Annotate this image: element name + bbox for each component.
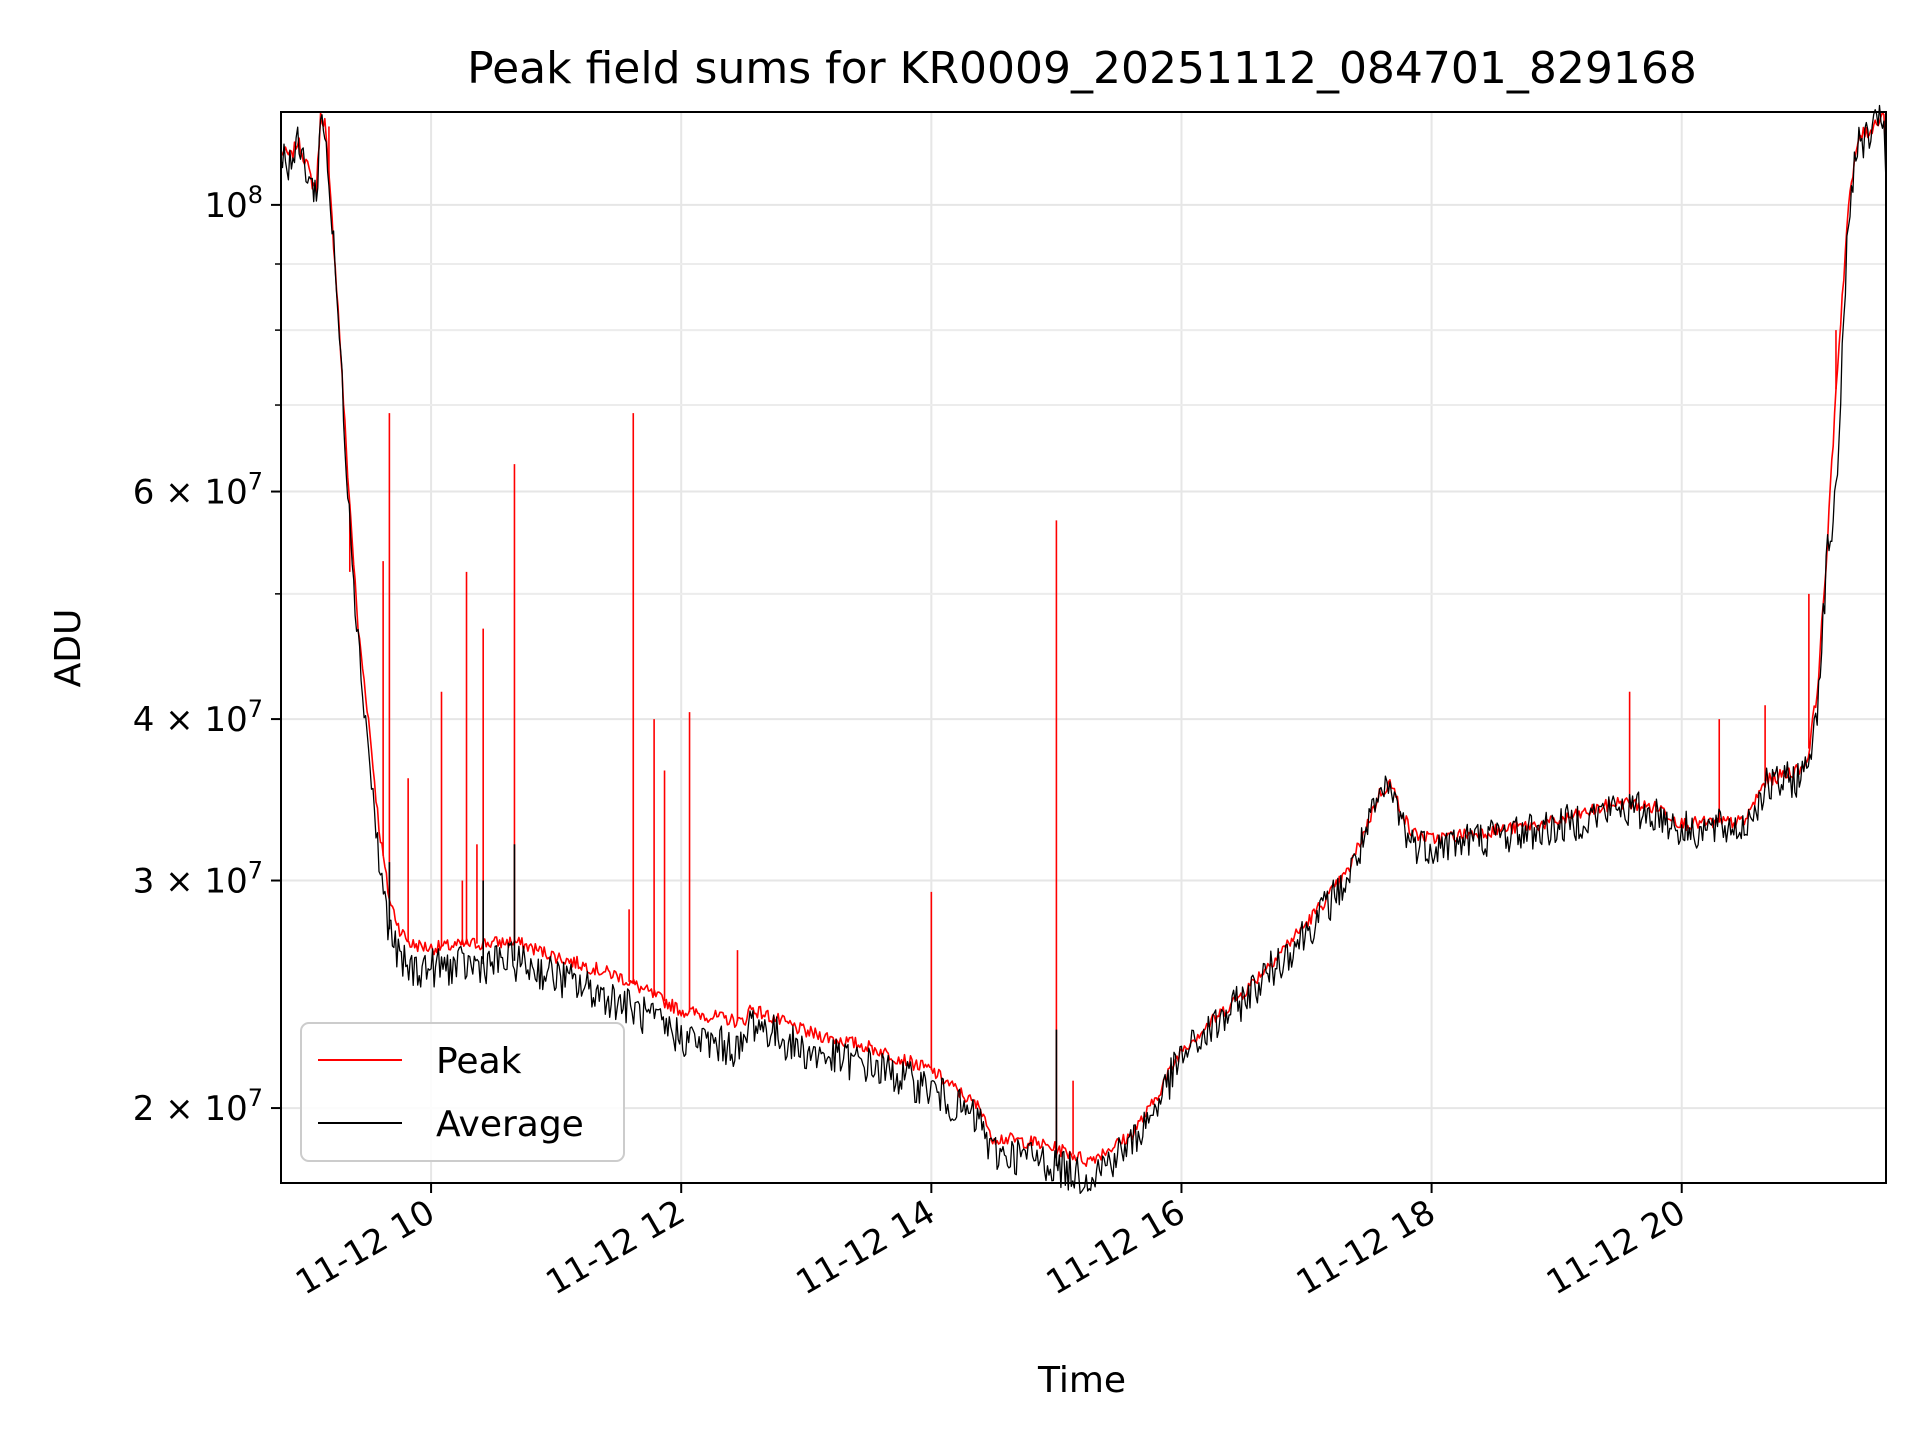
chart-title: Peak field sums for KR0009_20251112_0847… <box>467 43 1697 94</box>
y-axis-label: ADU <box>48 609 89 688</box>
series-line-average <box>280 104 1887 1195</box>
grid <box>281 112 1886 1183</box>
y-tick-label: 4 × 107 <box>133 695 263 740</box>
legend: Peak Average <box>300 1022 625 1162</box>
legend-peak-label: Peak <box>436 1041 522 1082</box>
series-line-peak <box>280 111 1887 1167</box>
legend-box <box>300 1022 625 1162</box>
y-tick-label: 3 × 107 <box>133 857 263 902</box>
y-tick-label: 2 × 107 <box>133 1084 263 1129</box>
x-axis-label: Time <box>1037 1360 1126 1401</box>
legend-average-label: Average <box>436 1104 584 1145</box>
plot-frame <box>280 111 1887 1184</box>
y-tick-label: 6 × 107 <box>133 468 263 513</box>
series-layer <box>280 104 1887 1195</box>
y-tick-label: 108 <box>204 181 263 226</box>
